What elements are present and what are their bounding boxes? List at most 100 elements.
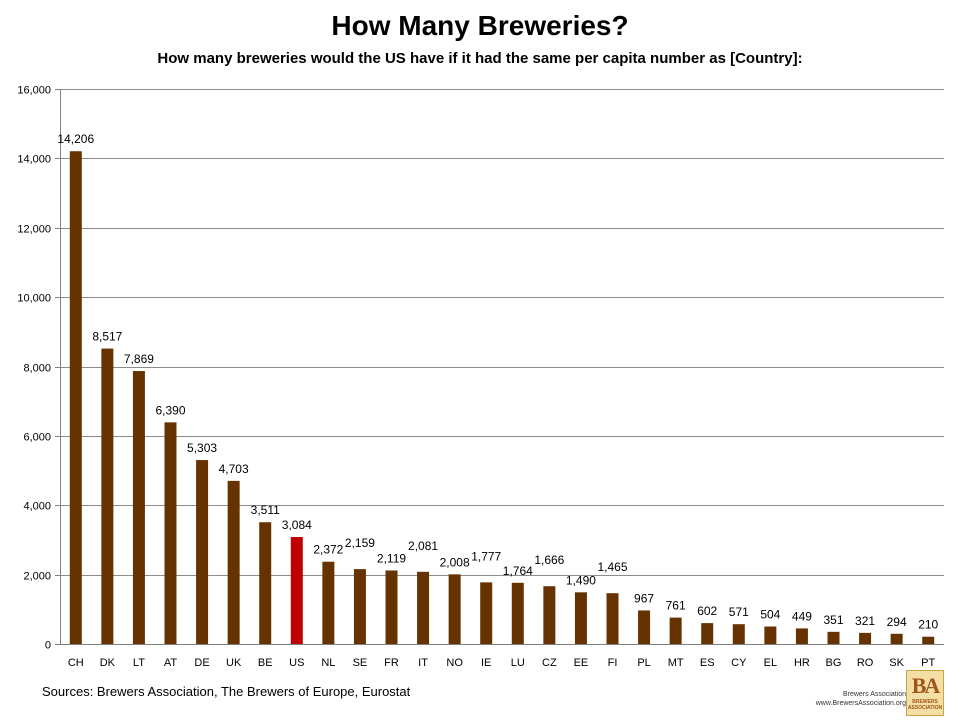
- data-label-pl: 967: [634, 591, 654, 605]
- x-tick-label-fr: FR: [384, 657, 399, 669]
- bar-lu: [511, 582, 524, 644]
- brewers-association-logo: Brewers Association www.BrewersAssociati…: [812, 668, 960, 720]
- y-tick-label: 6,000: [23, 432, 51, 444]
- x-tick-label-dk: DK: [100, 657, 116, 669]
- y-tick-label: 14,000: [17, 154, 51, 166]
- bar-se: [353, 569, 366, 644]
- x-tick-label-it: IT: [418, 657, 428, 669]
- bar-us: [290, 537, 303, 644]
- x-tick-label-se: SE: [353, 657, 368, 669]
- x-tick-label-de: DE: [194, 657, 209, 669]
- source-note: Sources: Brewers Association, The Brewer…: [42, 684, 411, 699]
- x-tick-label-bg: BG: [826, 657, 842, 669]
- bar-cy: [732, 624, 745, 644]
- x-tick-label-no: NO: [446, 657, 463, 669]
- data-label-nl: 2,372: [313, 543, 343, 557]
- logo-word-brewers: BREWERS: [912, 699, 938, 705]
- y-tick-label: 0: [45, 640, 51, 652]
- bar-ee: [574, 592, 587, 644]
- data-label-at: 6,390: [155, 403, 185, 417]
- x-tick-label-ch: CH: [68, 657, 84, 669]
- data-label-no: 2,008: [440, 555, 470, 569]
- data-label-be: 3,511: [251, 503, 280, 517]
- logo-word-association: ASSOCIATION: [907, 705, 943, 711]
- data-label-bg: 351: [823, 613, 843, 627]
- x-tick-label-be: BE: [258, 657, 273, 669]
- bar-cz: [543, 586, 556, 644]
- bar-lt: [132, 371, 145, 644]
- bar-pl: [638, 610, 651, 644]
- y-tick-label: 12,000: [17, 224, 51, 236]
- logo-wordmark: BREWERS ASSOCIATION: [907, 699, 943, 711]
- logo-monogram: BA: [911, 673, 941, 698]
- bar-be: [259, 522, 272, 644]
- data-label-cy: 571: [729, 605, 749, 619]
- x-tick-label-el: EL: [764, 657, 777, 669]
- data-label-dk: 8,517: [92, 330, 122, 344]
- x-tick-label-us: US: [289, 657, 304, 669]
- bar-ro: [859, 632, 872, 644]
- x-tick-label-ro: RO: [857, 657, 874, 669]
- bar-mt: [669, 617, 682, 644]
- data-label-lu: 1,764: [503, 564, 533, 578]
- bar-it: [417, 571, 430, 644]
- logo-website: www.BrewersAssociation.org: [815, 700, 906, 707]
- bar-pt: [922, 636, 935, 644]
- chart-title: How Many Breweries?: [331, 10, 629, 41]
- y-tick-label: 8,000: [23, 363, 51, 375]
- x-tick-label-hr: HR: [794, 657, 810, 669]
- data-label-it: 2,081: [408, 539, 438, 553]
- x-tick-label-at: AT: [164, 657, 178, 669]
- logo-org-name: Brewers Association: [842, 691, 906, 698]
- bar-bg: [827, 631, 840, 644]
- bar-nl: [322, 561, 335, 644]
- bar-es: [701, 623, 714, 644]
- data-label-de: 5,303: [187, 441, 217, 455]
- x-tick-label-cz: CZ: [542, 657, 557, 669]
- data-label-ro: 321: [855, 614, 875, 628]
- data-label-uk: 4,703: [219, 462, 249, 476]
- data-label-el: 504: [760, 608, 780, 622]
- logo-caption: Brewers Association www.BrewersAssociati…: [816, 690, 906, 708]
- bar-hr: [795, 628, 808, 644]
- x-tick-label-ie: IE: [481, 657, 491, 669]
- bar-fi: [606, 593, 619, 644]
- x-tick-label-mt: MT: [668, 657, 684, 669]
- data-label-mt: 761: [666, 599, 686, 613]
- data-label-us: 3,084: [282, 518, 312, 532]
- y-tick-label: 16,000: [17, 85, 51, 97]
- bar-no: [448, 574, 461, 644]
- x-tick-label-es: ES: [700, 657, 715, 669]
- data-label-pt: 210: [918, 618, 938, 632]
- bar-ch: [69, 151, 82, 644]
- x-tick-label-pt: PT: [921, 657, 935, 669]
- data-label-es: 602: [697, 604, 717, 618]
- data-label-hr: 449: [792, 609, 812, 623]
- x-tick-label-lt: LT: [133, 657, 145, 669]
- x-tick-label-pl: PL: [637, 657, 650, 669]
- chart-subtitle: How many breweries would the US have if …: [157, 50, 803, 67]
- x-tick-label-cy: CY: [731, 657, 747, 669]
- data-label-se: 2,159: [345, 536, 375, 550]
- data-label-lt: 7,869: [124, 352, 154, 366]
- data-label-ch: 14,206: [57, 132, 94, 146]
- bar-at: [164, 422, 177, 644]
- x-tick-label-lu: LU: [511, 657, 525, 669]
- y-tick-label: 2,000: [23, 571, 51, 583]
- x-tick-label-sk: SK: [889, 657, 904, 669]
- data-label-cz: 1,666: [534, 553, 564, 567]
- x-tick-label-ee: EE: [574, 657, 589, 669]
- data-label-ee: 1,490: [566, 573, 596, 587]
- bar-ie: [480, 582, 493, 644]
- data-label-sk: 294: [887, 615, 907, 629]
- bar-uk: [227, 480, 240, 644]
- bar-el: [764, 626, 777, 644]
- x-tick-label-fi: FI: [608, 657, 618, 669]
- data-label-ie: 1,777: [471, 549, 501, 563]
- data-label-fi: 1,465: [597, 560, 627, 574]
- data-label-fr: 2,119: [377, 551, 406, 565]
- x-tick-label-uk: UK: [226, 657, 242, 669]
- bar-de: [196, 460, 209, 644]
- y-tick-label: 10,000: [17, 293, 51, 305]
